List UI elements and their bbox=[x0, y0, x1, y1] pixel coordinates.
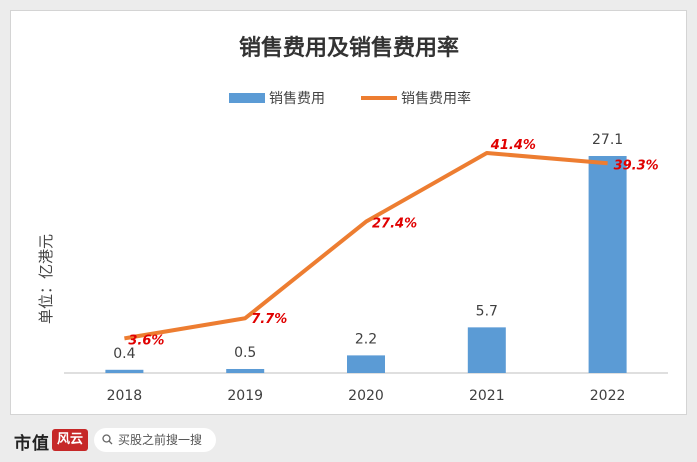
bar-value-label: 5.7 bbox=[476, 303, 498, 319]
legend-swatch-bar bbox=[229, 93, 265, 103]
bar-value-label: 2.2 bbox=[355, 331, 377, 347]
line-series bbox=[124, 151, 608, 341]
x-tick-label: 2022 bbox=[590, 388, 626, 404]
chart-title: 销售费用及销售费用率 bbox=[239, 35, 459, 61]
bar bbox=[467, 327, 506, 373]
x-tick-label: 2021 bbox=[469, 388, 505, 404]
search-box[interactable]: 买股之前搜一搜 bbox=[94, 428, 216, 452]
search-icon bbox=[102, 434, 113, 445]
y-axis-label: 单位：亿港元 bbox=[37, 234, 55, 324]
bar-value-label: 0.5 bbox=[234, 345, 256, 361]
line-value-label: 3.6% bbox=[128, 333, 164, 348]
line-value-label: 27.4% bbox=[372, 217, 417, 232]
bar-value-label: 27.1 bbox=[592, 132, 623, 148]
chart-card: 销售费用及销售费用率销售费用 销售费用率单位：亿港元 0.4 0.5 2.2 5.7 27.… bbox=[10, 10, 687, 415]
brand-name: 市值 bbox=[14, 434, 50, 454]
bar bbox=[105, 369, 144, 373]
bar bbox=[226, 368, 265, 373]
legend-label-line: 销售费用率 bbox=[401, 90, 471, 107]
bar-value-label: 0.4 bbox=[113, 346, 135, 362]
line-value-label: 41.4% bbox=[490, 138, 536, 153]
bar bbox=[347, 355, 385, 373]
brand-logo: 风云 bbox=[52, 429, 88, 451]
x-tick-label: 2020 bbox=[348, 388, 384, 404]
line-value-label: 7.7% bbox=[251, 312, 287, 327]
x-tick-label: 2018 bbox=[107, 388, 143, 404]
legend-label-bar: 销售费用 bbox=[269, 91, 325, 107]
line-value-label: 39.3% bbox=[614, 158, 659, 173]
search-placeholder: 买股之前搜一搜 bbox=[118, 433, 203, 447]
x-tick-label: 2019 bbox=[227, 388, 263, 404]
bar bbox=[588, 156, 627, 373]
footer-bar: 市值 风云 买股之前搜一搜 bbox=[0, 420, 697, 462]
